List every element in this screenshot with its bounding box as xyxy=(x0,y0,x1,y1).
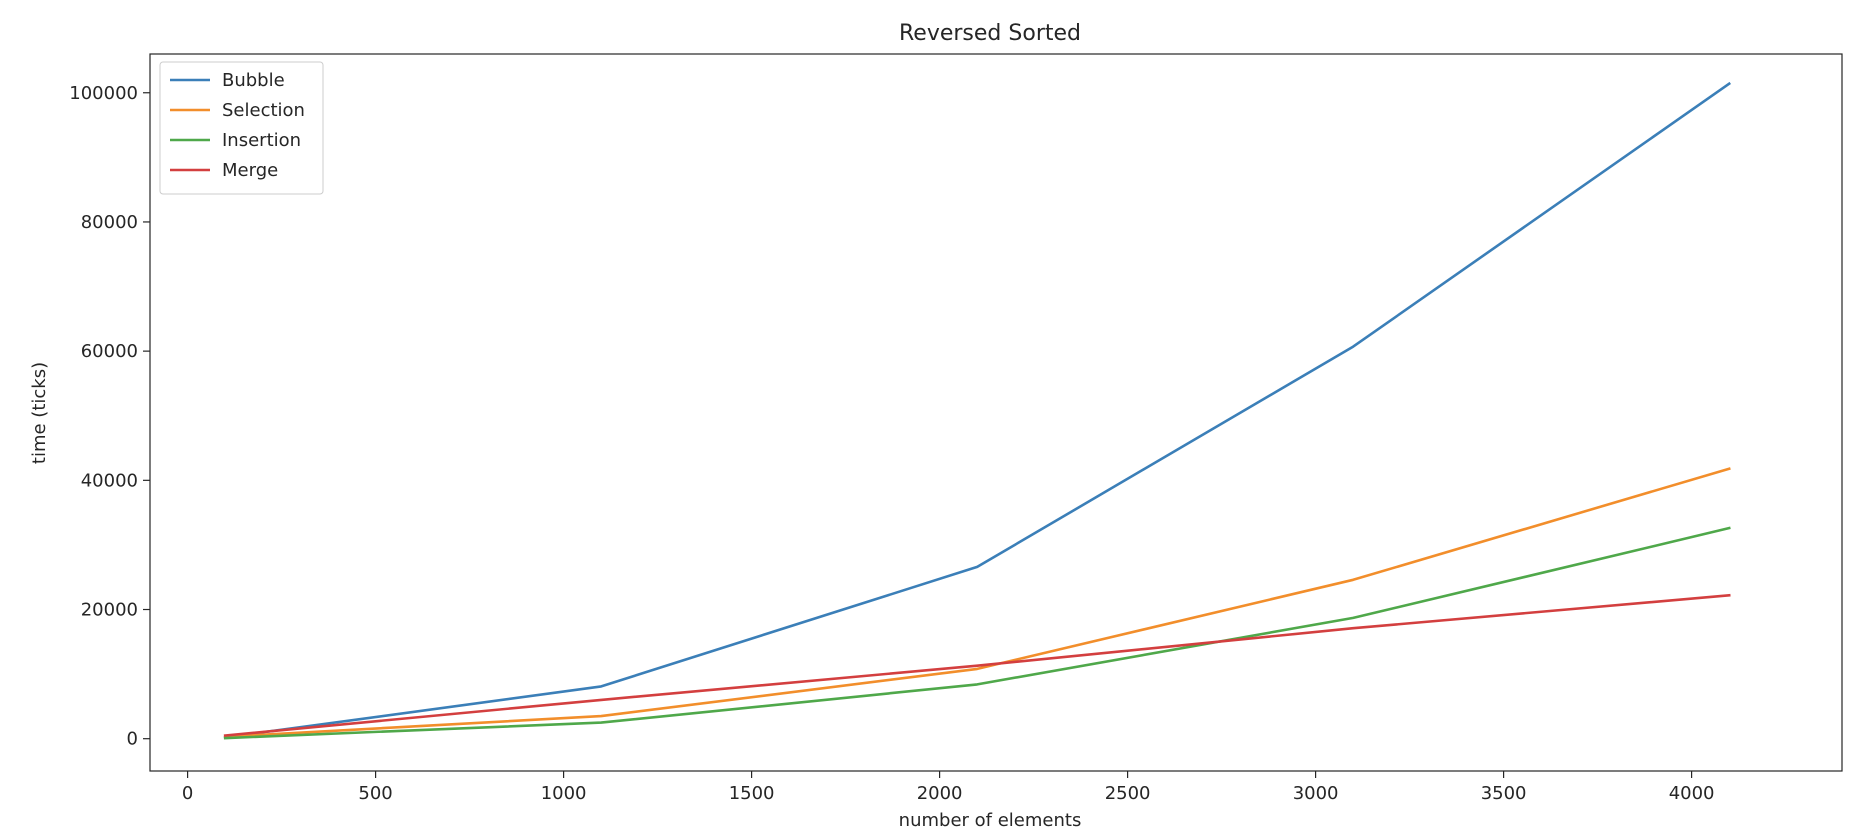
x-tick-label: 0 xyxy=(182,783,193,804)
x-tick-label: 3000 xyxy=(1293,783,1339,804)
y-tick-label: 80000 xyxy=(81,212,138,233)
y-axis-label: time (ticks) xyxy=(29,362,50,464)
y-tick-label: 100000 xyxy=(69,83,138,104)
y-tick-label: 40000 xyxy=(81,470,138,491)
legend-label-insertion: Insertion xyxy=(222,130,301,151)
y-tick-label: 0 xyxy=(127,729,138,750)
series-line-selection xyxy=(223,467,1731,739)
legend-label-merge: Merge xyxy=(222,160,278,181)
x-tick-label: 500 xyxy=(358,783,392,804)
x-axis-label: number of elements xyxy=(899,810,1082,831)
x-tick-label: 4000 xyxy=(1669,783,1715,804)
x-tick-label: 2000 xyxy=(917,783,963,804)
x-axis: 0 500 1000 1500 2000 2500 3000 3500 4000 xyxy=(182,771,1715,804)
legend-label-selection: Selection xyxy=(222,100,305,121)
y-tick-label: 60000 xyxy=(81,341,138,362)
series-line-insertion xyxy=(223,526,1731,740)
legend-box xyxy=(159,61,324,195)
series-line-bubble xyxy=(223,81,1732,739)
x-tick-label: 3500 xyxy=(1481,783,1527,804)
legend-label-bubble: Bubble xyxy=(222,70,285,91)
series-lines xyxy=(223,81,1732,740)
y-axis: 0 20000 40000 60000 80000 100000 xyxy=(69,83,150,750)
x-tick-label: 2500 xyxy=(1105,783,1151,804)
x-tick-label: 1000 xyxy=(541,783,587,804)
legend: Bubble Selection Insertion Merge xyxy=(159,61,324,195)
y-tick-label: 20000 xyxy=(81,600,138,621)
plot-frame xyxy=(149,53,1843,772)
plot-area xyxy=(149,53,1843,772)
chart-title: Reversed Sorted xyxy=(899,21,1081,46)
series-line-merge xyxy=(223,593,1731,737)
x-tick-label: 1500 xyxy=(729,783,775,804)
